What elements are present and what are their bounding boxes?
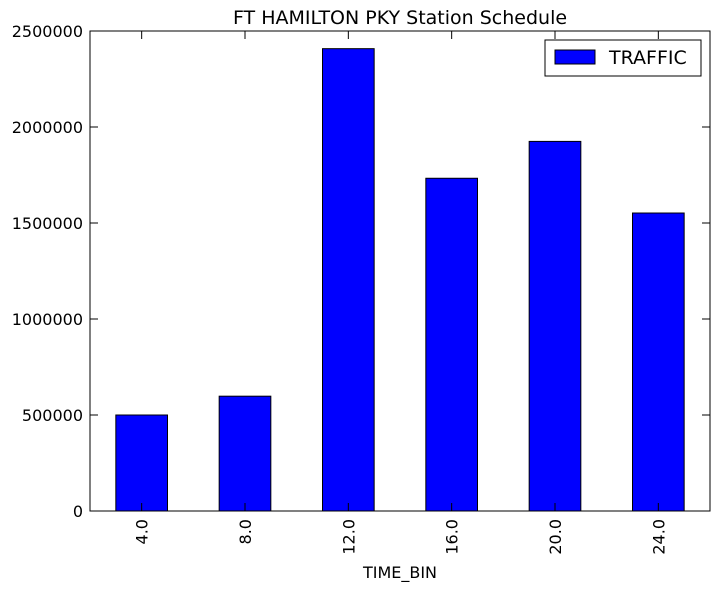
y-tick-label: 0 — [73, 502, 83, 521]
x-tick-label: 16.0 — [443, 519, 462, 555]
x-tick-label: 12.0 — [339, 519, 358, 555]
x-axis-label: TIME_BIN — [362, 563, 437, 583]
chart-title: FT HAMILTON PKY Station Schedule — [233, 7, 567, 29]
y-axis: 0 500000 1000000 1500000 2000000 2500000 — [12, 22, 710, 521]
bar-12.0 — [322, 48, 375, 512]
plot-frame — [89, 30, 711, 512]
x-tick-label: 20.0 — [546, 519, 565, 555]
bar-4.0 — [115, 414, 169, 512]
y-tick-label: 500000 — [22, 406, 83, 425]
legend-swatch-traffic — [554, 49, 596, 65]
y-tick-label: 2000000 — [12, 118, 83, 137]
bar-16.0 — [425, 177, 479, 512]
bar-8.0 — [218, 395, 272, 512]
legend-label-traffic: TRAFFIC — [608, 47, 687, 69]
bar-24.0 — [632, 212, 685, 512]
bar-20.0 — [528, 140, 582, 512]
x-tick-label: 24.0 — [649, 519, 668, 555]
x-tick-label: 8.0 — [236, 519, 255, 544]
y-tick-label: 2500000 — [12, 22, 83, 41]
y-tick-label: 1500000 — [12, 214, 83, 233]
y-tick-label: 1000000 — [12, 310, 83, 329]
x-axis: 4.0 8.0 12.0 16.0 20.0 24.0 — [133, 31, 668, 555]
x-tick-label: 4.0 — [133, 519, 152, 544]
bars-group — [115, 48, 685, 512]
legend: TRAFFIC — [544, 39, 702, 77]
